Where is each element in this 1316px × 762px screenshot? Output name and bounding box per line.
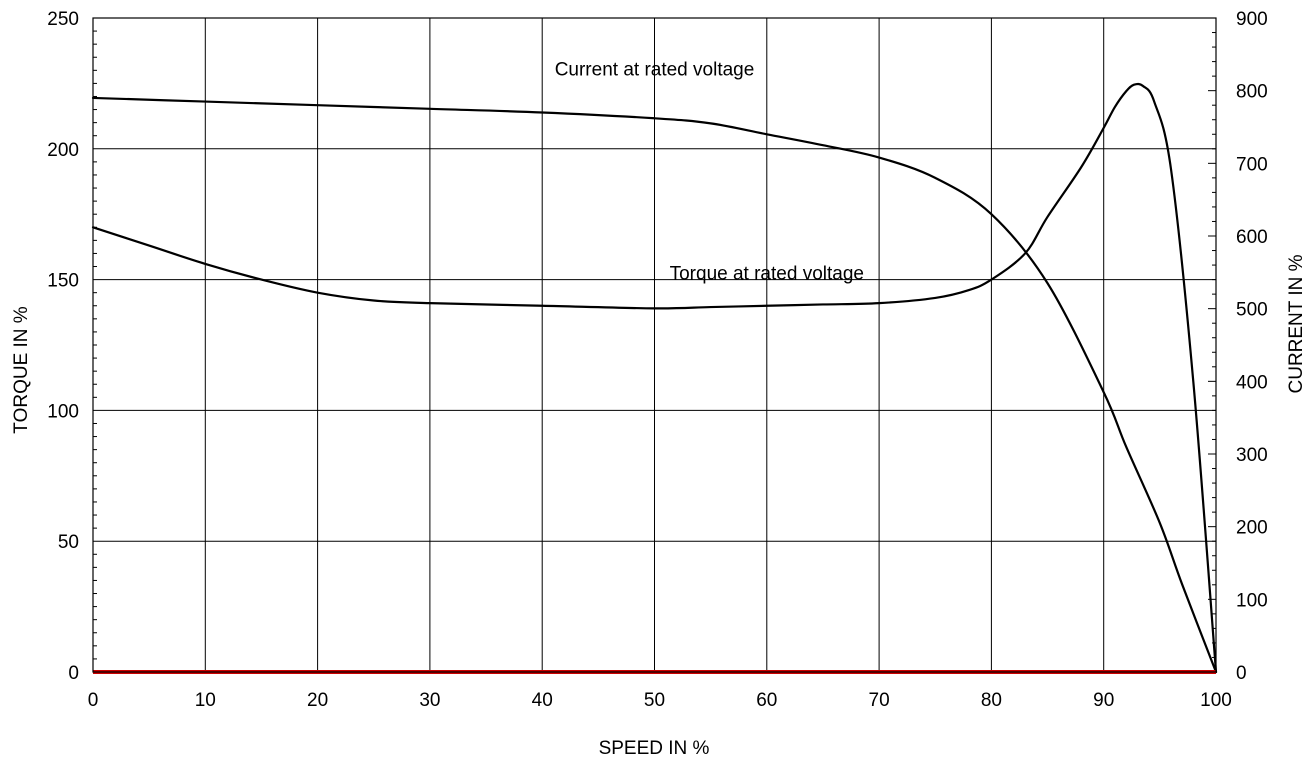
- x-tick-label: 90: [1093, 690, 1114, 711]
- x-tick-label: 20: [307, 690, 328, 711]
- y2-tick-labels: 0 100 200 300 400 500 600 700 800 900: [1236, 9, 1268, 684]
- x-tick-label: 50: [644, 690, 665, 711]
- series-lines: [91, 82, 1218, 674]
- x-tick-labels: 0 10 20 30 40 50 60 70 80 90 100: [88, 690, 1232, 711]
- y-tick-label: 50: [58, 532, 79, 553]
- x-tick-label: 60: [756, 690, 777, 711]
- x-tick-label: 30: [419, 690, 440, 711]
- y-axis-title: TORQUE IN %: [11, 306, 32, 433]
- y2-axis-title: CURRENT IN %: [1286, 254, 1307, 393]
- y2-tick-label: 300: [1236, 445, 1268, 466]
- y2-tick-label: 400: [1236, 372, 1268, 393]
- y-tick-label: 250: [47, 9, 79, 30]
- y2-tick-label: 600: [1236, 227, 1268, 248]
- x-tick-label: 80: [981, 690, 1002, 711]
- y2-tick-label: 200: [1236, 518, 1268, 539]
- y2-tick-label: 500: [1236, 300, 1268, 321]
- x-tick-label: 70: [869, 690, 890, 711]
- y2-tick-label: 800: [1236, 82, 1268, 103]
- y2-tick-label: 900: [1236, 9, 1268, 30]
- annotations: Current at rated voltage Torque at rated …: [555, 60, 864, 285]
- y2-tick-label: 100: [1236, 590, 1268, 611]
- y-tick-label: 200: [47, 140, 79, 161]
- y-tick-labels: 0 50 100 150 200 250: [47, 9, 79, 684]
- torque-curve-label: Torque at rated voltage: [670, 264, 864, 285]
- x-tick-label: 40: [532, 690, 553, 711]
- current-curve-label: Current at rated voltage: [555, 60, 755, 81]
- grid: [93, 18, 1216, 672]
- torque-curve: [91, 82, 1218, 674]
- plot-frame: [92, 17, 1217, 673]
- y-tick-label: 150: [47, 271, 79, 292]
- current-curve: [91, 96, 1218, 674]
- y2-tick-label: 0: [1236, 663, 1247, 684]
- x-tick-label: 100: [1200, 690, 1232, 711]
- x-axis-title: SPEED IN %: [599, 738, 710, 759]
- x-tick-label: 10: [195, 690, 216, 711]
- y-tick-label: 0: [68, 663, 79, 684]
- y-tick-label: 100: [47, 401, 79, 422]
- x-tick-label: 0: [88, 690, 99, 711]
- y2-tick-label: 700: [1236, 154, 1268, 175]
